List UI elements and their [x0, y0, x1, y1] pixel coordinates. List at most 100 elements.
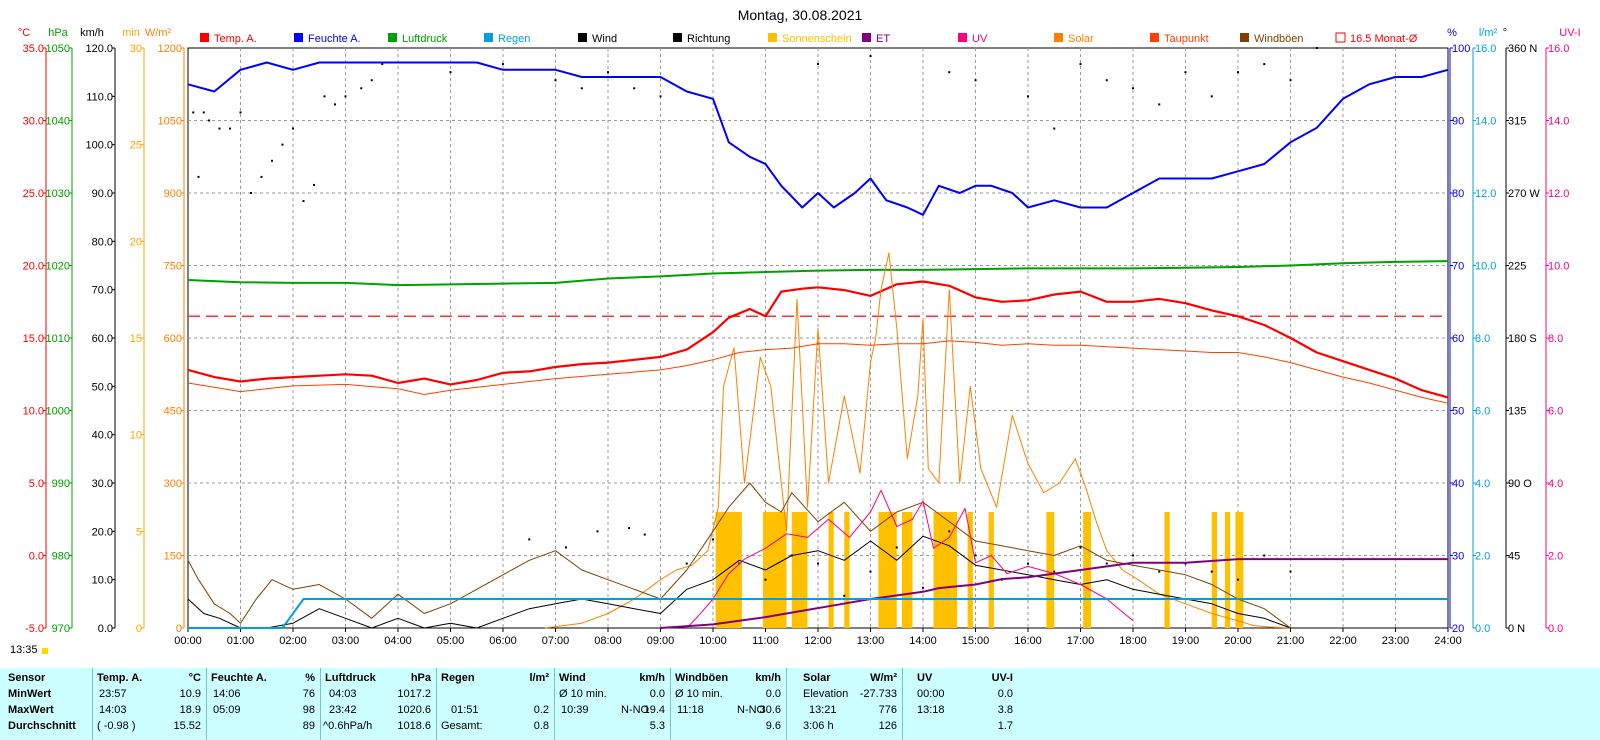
- stats-solar-duration: 3:06 h: [803, 720, 834, 732]
- direction-point: [192, 111, 195, 114]
- direction-point: [580, 87, 583, 90]
- direction-point: [344, 95, 347, 98]
- axis-tick-label: 135: [1508, 406, 1526, 418]
- axis-tick-label: 990: [52, 478, 70, 490]
- legend-label: UV: [972, 33, 988, 45]
- direction-point: [313, 183, 315, 186]
- axes: 35.030.025.020.015.010.05.00.0-5.0°C1050…: [18, 27, 1581, 635]
- stats-gust-head: Windböen: [675, 672, 729, 684]
- axis-tick-label: 16.0: [1548, 43, 1569, 55]
- legend-label: Taupunkt: [1164, 33, 1209, 45]
- stats-solar-head: Solar: [803, 672, 831, 684]
- sunshine-bar: [878, 512, 897, 628]
- direction-point: [197, 175, 200, 178]
- x-tick-label: 23:00: [1382, 635, 1410, 647]
- axis-tick-label: 50.0: [92, 381, 113, 393]
- direction-point: [1237, 578, 1239, 581]
- axis-tick-label: 120.0: [85, 43, 113, 55]
- axis-tick-label: 1010: [46, 333, 70, 345]
- axis-tick-label: 750: [164, 261, 182, 273]
- series-taupunkt: [187, 340, 1449, 404]
- stats-header-sensor: Sensor: [8, 672, 46, 684]
- stats-humid-avg: 89: [302, 720, 315, 732]
- axis-tick-label: 60.0: [92, 333, 113, 345]
- x-tick-label: 24:00: [1434, 635, 1462, 647]
- axis-tick-label: 16.0: [1475, 43, 1496, 55]
- stats-solar-elev-label: Elevation: [803, 688, 849, 700]
- chart-title: Montag, 30.08.2021: [738, 7, 863, 23]
- series-temp-a: [187, 280, 1449, 399]
- series-et: [660, 558, 1448, 629]
- legend-swatch: [1150, 33, 1159, 42]
- stats-rain-max-time: 01:51: [451, 704, 479, 716]
- axis-tick-label: 30.0: [23, 116, 44, 128]
- direction-point: [229, 127, 231, 130]
- direction-point: [218, 127, 221, 130]
- axis-tick-label: 12.0: [1475, 188, 1496, 200]
- legend-label: Sonnenschein: [782, 33, 852, 45]
- stats-wind-min-label: Ø 10 min.: [559, 688, 607, 700]
- x-tick-label: 15:00: [962, 635, 990, 647]
- direction-point: [974, 79, 977, 82]
- stats-press-min: 1017.2: [397, 688, 431, 700]
- direction-point: [1158, 103, 1161, 106]
- direction-point: [1210, 570, 1213, 573]
- x-tick-label: 18:00: [1119, 635, 1147, 647]
- x-tick-label: 16:00: [1014, 635, 1042, 647]
- axis-tick-label: 90: [1452, 116, 1464, 128]
- x-tick-label: 13:00: [857, 635, 885, 647]
- stats-gust-min-label: Ø 10 min.: [675, 688, 723, 700]
- legend-swatch: [1240, 33, 1249, 42]
- axis-tick-label: 25: [130, 140, 142, 152]
- axis-tick-label: 15: [130, 333, 142, 345]
- axis-tick-label: 50: [1452, 406, 1464, 418]
- time-marker: [42, 648, 48, 654]
- legend-swatch: [200, 33, 209, 42]
- direction-point: [633, 87, 636, 90]
- direction-point: [1079, 63, 1082, 66]
- stats-wind-avg: 5.3: [649, 720, 665, 732]
- direction-point: [948, 530, 951, 533]
- axis-tick-label: 1200: [158, 43, 182, 55]
- axis-tick-label: 2.0: [1475, 551, 1490, 563]
- direction-point: [334, 103, 336, 106]
- stats-humid-min-time: 14:06: [213, 688, 241, 700]
- axis-tick-label: 5.0: [29, 478, 44, 490]
- axis-tick-label: 12.0: [1548, 188, 1569, 200]
- stats-label-avg: Durchschnitt: [8, 720, 76, 732]
- legend-label: Wind: [592, 33, 617, 45]
- x-tick-label: 08:00: [594, 635, 622, 647]
- axis-tick-label: 30: [130, 43, 142, 55]
- stats-uv-min-time: 00:00: [917, 688, 945, 700]
- direction-point: [271, 159, 273, 162]
- axis-tick-label: 8.0: [1548, 333, 1563, 345]
- sunshine-bar: [1046, 512, 1055, 628]
- direction-point: [1053, 570, 1056, 573]
- axis-tick-label: 900: [164, 188, 182, 200]
- legend-swatch: [578, 33, 587, 42]
- axis-unit-label: °C: [18, 27, 30, 39]
- legend-label: Luftdruck: [402, 33, 448, 45]
- direction-point: [974, 554, 977, 557]
- axis-tick-label: 20: [130, 236, 142, 248]
- stats-uv-max: 3.8: [997, 704, 1013, 716]
- direction-point: [202, 111, 205, 114]
- legend-swatch: [673, 33, 682, 42]
- weather-chart-area: Montag, 30.08.2021 Temp. A. Feuchte A. Luf…: [0, 7, 1600, 660]
- axis-tick-label: 40: [1452, 478, 1464, 490]
- legend-label: Feuchte A.: [308, 33, 361, 45]
- axis-tick-label: 1050: [46, 43, 70, 55]
- axis-tick-label: 30: [1452, 551, 1464, 563]
- stats-temp-min: 10.9: [179, 688, 201, 700]
- legend-swatch: [862, 33, 871, 42]
- direction-point: [1027, 562, 1029, 565]
- time-bar: 13:35: [0, 640, 1600, 660]
- axis-tick-label: 1020: [46, 261, 70, 273]
- axis-tick-label: 80.0: [92, 236, 113, 248]
- legend-label: Windböen: [1254, 33, 1304, 45]
- direction-point: [250, 192, 252, 194]
- stats-uv-min: 0.0: [997, 688, 1013, 700]
- direction-point: [712, 538, 714, 541]
- stats-label-max: MaxWert: [8, 704, 54, 716]
- direction-point: [895, 546, 898, 549]
